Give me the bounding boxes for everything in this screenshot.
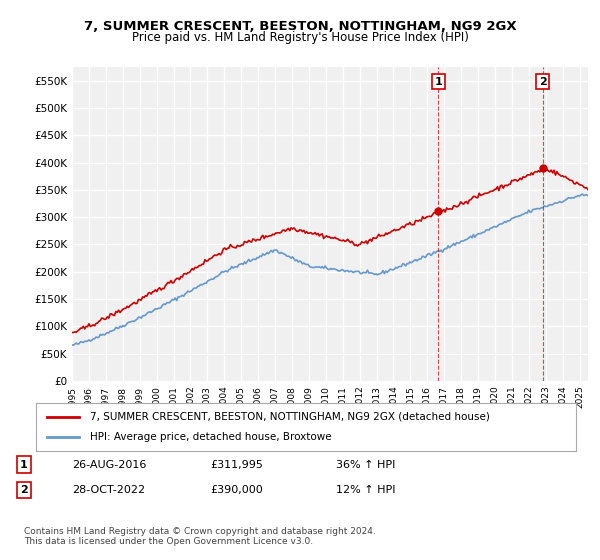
Text: 2: 2	[539, 77, 547, 87]
Text: HPI: Average price, detached house, Broxtowe: HPI: Average price, detached house, Brox…	[90, 432, 332, 442]
Text: 7, SUMMER CRESCENT, BEESTON, NOTTINGHAM, NG9 2GX (detached house): 7, SUMMER CRESCENT, BEESTON, NOTTINGHAM,…	[90, 412, 490, 422]
Text: 28-OCT-2022: 28-OCT-2022	[72, 485, 145, 495]
Text: £390,000: £390,000	[210, 485, 263, 495]
Text: 36% ↑ HPI: 36% ↑ HPI	[336, 460, 395, 470]
Text: Price paid vs. HM Land Registry's House Price Index (HPI): Price paid vs. HM Land Registry's House …	[131, 31, 469, 44]
Text: 7, SUMMER CRESCENT, BEESTON, NOTTINGHAM, NG9 2GX: 7, SUMMER CRESCENT, BEESTON, NOTTINGHAM,…	[83, 20, 517, 32]
Text: £311,995: £311,995	[210, 460, 263, 470]
Text: 12% ↑ HPI: 12% ↑ HPI	[336, 485, 395, 495]
Text: 26-AUG-2016: 26-AUG-2016	[72, 460, 146, 470]
Text: 2: 2	[20, 485, 28, 495]
Text: 1: 1	[434, 77, 442, 87]
Text: 1: 1	[20, 460, 28, 470]
Text: Contains HM Land Registry data © Crown copyright and database right 2024.
This d: Contains HM Land Registry data © Crown c…	[24, 526, 376, 546]
